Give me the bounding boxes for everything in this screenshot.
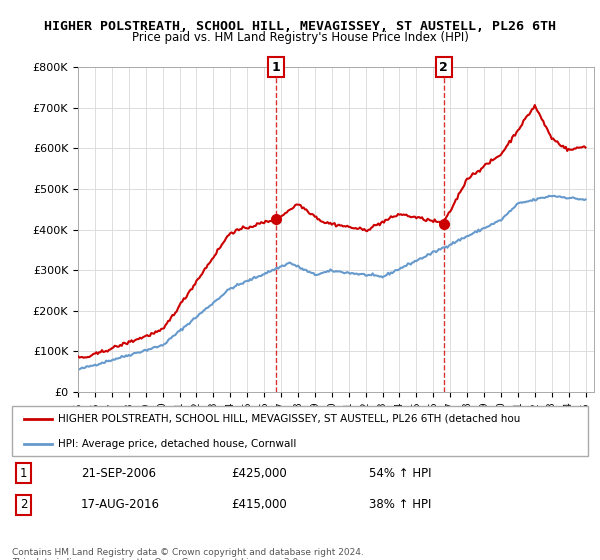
- Text: HIGHER POLSTREATH, SCHOOL HILL, MEVAGISSEY, ST AUSTELL, PL26 6TH (detached hou: HIGHER POLSTREATH, SCHOOL HILL, MEVAGISS…: [58, 414, 520, 423]
- Text: £415,000: £415,000: [231, 498, 287, 511]
- Text: HPI: Average price, detached house, Cornwall: HPI: Average price, detached house, Corn…: [58, 439, 296, 449]
- FancyBboxPatch shape: [12, 406, 588, 456]
- Text: 38% ↑ HPI: 38% ↑ HPI: [369, 498, 431, 511]
- Text: Contains HM Land Registry data © Crown copyright and database right 2024.
This d: Contains HM Land Registry data © Crown c…: [12, 548, 364, 560]
- Text: £425,000: £425,000: [231, 467, 287, 480]
- Text: 1: 1: [272, 60, 281, 74]
- Text: 2: 2: [20, 498, 27, 511]
- Text: 21-SEP-2006: 21-SEP-2006: [81, 467, 156, 480]
- Text: 2: 2: [439, 60, 448, 74]
- Text: 1: 1: [20, 467, 27, 480]
- Text: HIGHER POLSTREATH, SCHOOL HILL, MEVAGISSEY, ST AUSTELL, PL26 6TH: HIGHER POLSTREATH, SCHOOL HILL, MEVAGISS…: [44, 20, 556, 32]
- Text: 54% ↑ HPI: 54% ↑ HPI: [369, 467, 431, 480]
- Text: Price paid vs. HM Land Registry's House Price Index (HPI): Price paid vs. HM Land Registry's House …: [131, 31, 469, 44]
- Text: 17-AUG-2016: 17-AUG-2016: [81, 498, 160, 511]
